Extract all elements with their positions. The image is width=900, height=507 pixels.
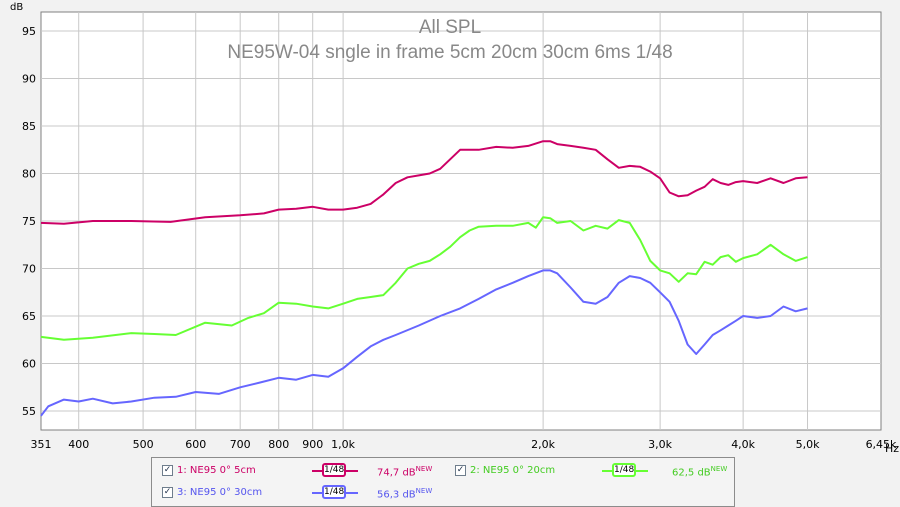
x-tick-label: 6,45k	[866, 438, 897, 451]
series-line-1	[40, 140, 808, 225]
legend-label-1: 1: NE95 0° 5cm	[177, 465, 256, 476]
legend-value-2: 62,5 dBNEW	[672, 465, 728, 479]
x-tick-label: 3,0k	[648, 438, 672, 451]
smoothing-badge-3: 1/48	[322, 485, 346, 499]
spl-chart: 351 400 500 600 700 800 900 1,0k 2,0k 3,0k 4,0k 5,0…	[10, 2, 899, 455]
legend-checkbox-3[interactable]: ✓	[162, 487, 173, 498]
y-tick-label: 55	[22, 405, 36, 418]
legend-label-3: 3: NE95 0° 30cm	[177, 487, 263, 498]
x-tick-label: 600	[185, 438, 206, 451]
smoothing-badge-2: 1/48	[612, 463, 636, 477]
smoothing-control-1[interactable]: 1/48	[312, 463, 358, 477]
x-tick-label: 5,0k	[796, 438, 820, 451]
y-tick-label: 75	[22, 215, 36, 228]
x-tick-label: 351	[31, 438, 52, 451]
legend-checkbox-1[interactable]: ✓	[162, 465, 173, 476]
x-tick-label: 400	[68, 438, 89, 451]
y-tick-label: 65	[22, 310, 36, 323]
axis-labels: 351 400 500 600 700 800 900 1,0k 2,0k 3,0k 4,0k 5,0…	[22, 25, 897, 451]
legend-checkbox-2[interactable]: ✓	[455, 465, 466, 476]
y-tick-label: 95	[22, 25, 36, 38]
x-tick-label: 700	[230, 438, 251, 451]
legend-label-2: 2: NE95 0° 20cm	[470, 465, 556, 476]
series-line-3	[40, 269, 808, 417]
x-tick-label: 4,0k	[731, 438, 755, 451]
series-layer	[40, 140, 808, 417]
smoothing-badge-1: 1/48	[322, 463, 346, 477]
smoothing-control-2[interactable]: 1/48	[602, 463, 648, 477]
y-tick-label: 85	[22, 120, 36, 133]
x-tick-label: 800	[268, 438, 289, 451]
chart-title: All SPL	[419, 17, 481, 38]
x-tick-label: 900	[302, 438, 323, 451]
x-tick-label: 1,0k	[331, 438, 355, 451]
series-line-2	[40, 216, 808, 341]
x-tick-label: 500	[133, 438, 154, 451]
y-tick-label: 90	[22, 73, 36, 86]
y-tick-label: 60	[22, 358, 36, 371]
legend: ✓ 1: NE95 0° 5cm 1/48 74,7 dBNEW ✓ 2: NE…	[151, 457, 735, 507]
smoothing-control-3[interactable]: 1/48	[312, 485, 358, 499]
grid	[41, 12, 881, 430]
y-tick-label: 80	[22, 168, 36, 181]
legend-value-1: 74,7 dBNEW	[377, 465, 433, 479]
y-tick-label: 70	[22, 263, 36, 276]
chart-subtitle: NE95W-04 sngle in frame 5cm 20cm 30cm 6m…	[227, 42, 672, 63]
x-axis-unit: Hz	[885, 442, 899, 455]
y-axis-unit: dB	[10, 2, 23, 13]
legend-value-3: 56,3 dBNEW	[377, 487, 433, 501]
x-tick-label: 2,0k	[531, 438, 555, 451]
